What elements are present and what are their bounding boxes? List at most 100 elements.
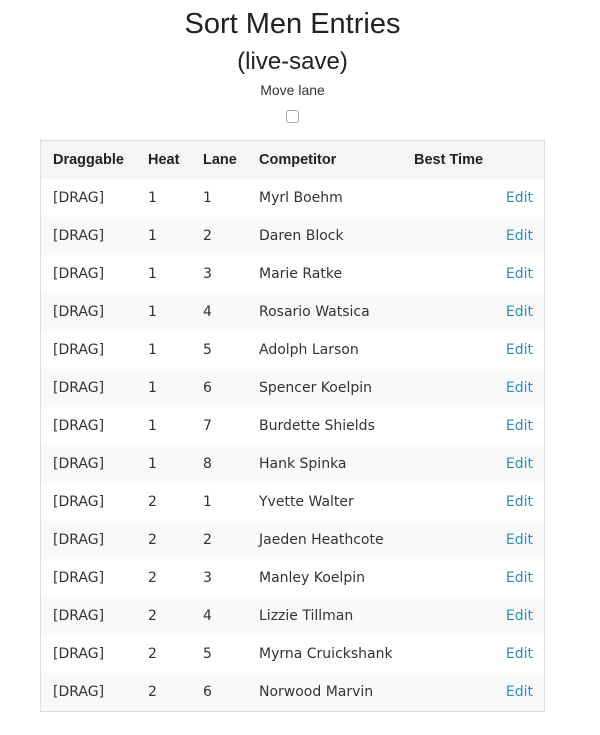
- heat-cell: 2: [148, 597, 203, 635]
- edit-link[interactable]: Edit: [497, 369, 545, 407]
- best-time-cell: [414, 179, 498, 217]
- competitor-cell: Adolph Larson: [259, 342, 359, 358]
- best-time-cell: [414, 255, 498, 293]
- competitor-cell: Norwood Marvin: [259, 673, 414, 712]
- heat-cell: 1: [148, 445, 203, 483]
- header-actions: [497, 140, 545, 179]
- competitor-cell: Myrna Cruickshank: [259, 646, 393, 662]
- competitor-cell: Lizzie Tillman: [259, 597, 414, 635]
- heat-cell: 1: [148, 190, 157, 206]
- drag-handle[interactable]: [DRAG]: [40, 521, 148, 559]
- page-title: Sort Men Entries: [184, 8, 401, 40]
- table-row[interactable]: [DRAG] 2 2 Jaeden Heathcote Edit: [40, 521, 545, 559]
- drag-handle[interactable]: [DRAG]: [40, 217, 148, 255]
- lane-cell: 1: [203, 494, 212, 510]
- best-time-cell: [414, 483, 498, 521]
- lane-cell: 3: [203, 570, 212, 586]
- heat-cell: 2: [148, 673, 203, 712]
- best-time-cell: [414, 445, 498, 483]
- competitor-cell: Hank Spinka: [259, 445, 414, 483]
- entries-table: Draggable Heat Lane Competitor Best Time…: [40, 140, 545, 712]
- edit-link[interactable]: Edit: [497, 597, 545, 635]
- header-lane: Lane: [203, 140, 259, 179]
- heat-cell: 1: [148, 266, 157, 282]
- table-row[interactable]: [DRAG] 1 5 Adolph Larson Edit: [41, 331, 545, 369]
- heat-cell: 2: [148, 646, 157, 662]
- header-draggable: Draggable: [40, 140, 148, 179]
- best-time-cell: [414, 407, 498, 445]
- drag-handle[interactable]: [DRAG]: [53, 646, 105, 662]
- edit-link[interactable]: Edit: [497, 521, 545, 559]
- move-lane-checkbox[interactable]: [286, 110, 299, 123]
- drag-handle[interactable]: [DRAG]: [53, 494, 105, 510]
- drag-handle[interactable]: [DRAG]: [40, 597, 148, 635]
- lane-cell: 8: [203, 445, 259, 483]
- drag-handle[interactable]: [DRAG]: [53, 570, 105, 586]
- edit-link[interactable]: Edit: [497, 673, 545, 712]
- lane-cell: 7: [203, 418, 212, 434]
- edit-link[interactable]: Edit: [505, 570, 533, 586]
- edit-link[interactable]: Edit: [505, 646, 533, 662]
- lane-cell: 5: [203, 646, 212, 662]
- table-row[interactable]: [DRAG] 2 1 Yvette Walter Edit: [41, 483, 545, 521]
- drag-handle[interactable]: [DRAG]: [53, 266, 105, 282]
- drag-handle[interactable]: [DRAG]: [53, 342, 105, 358]
- drag-handle[interactable]: [DRAG]: [40, 445, 148, 483]
- lane-cell: 2: [203, 521, 259, 559]
- table-row[interactable]: [DRAG] 1 7 Burdette Shields Edit: [41, 407, 545, 445]
- competitor-cell: Burdette Shields: [259, 418, 375, 434]
- competitor-cell: Rosario Watsica: [259, 293, 414, 331]
- competitor-cell: Spencer Koelpin: [259, 369, 414, 407]
- lane-cell: 4: [203, 597, 259, 635]
- edit-link[interactable]: Edit: [497, 217, 545, 255]
- table-row[interactable]: [DRAG] 1 2 Daren Block Edit: [40, 217, 545, 255]
- heat-cell: 1: [148, 293, 203, 331]
- best-time-cell: [414, 559, 498, 597]
- table-row[interactable]: [DRAG] 2 5 Myrna Cruickshank Edit: [41, 635, 545, 673]
- best-time-cell: [414, 369, 498, 407]
- competitor-cell: Jaeden Heathcote: [259, 521, 414, 559]
- table-row[interactable]: [DRAG] 2 6 Norwood Marvin Edit: [40, 673, 545, 712]
- drag-handle[interactable]: [DRAG]: [40, 369, 148, 407]
- best-time-cell: [414, 521, 498, 559]
- heat-cell: 2: [148, 494, 157, 510]
- edit-link[interactable]: Edit: [505, 266, 533, 282]
- best-time-cell: [414, 217, 498, 255]
- table-row[interactable]: [DRAG] 1 4 Rosario Watsica Edit: [40, 293, 545, 331]
- competitor-cell: Myrl Boehm: [259, 190, 343, 206]
- lane-cell: 1: [203, 190, 212, 206]
- drag-handle[interactable]: [DRAG]: [53, 190, 105, 206]
- heat-cell: 1: [148, 369, 203, 407]
- competitor-cell: Daren Block: [259, 217, 414, 255]
- best-time-cell: [414, 293, 498, 331]
- table-row[interactable]: [DRAG] 1 3 Marie Ratke Edit: [41, 255, 545, 293]
- heat-cell: 1: [148, 418, 157, 434]
- best-time-cell: [414, 673, 498, 712]
- lane-cell: 4: [203, 293, 259, 331]
- heat-cell: 2: [148, 570, 157, 586]
- drag-handle[interactable]: [DRAG]: [53, 418, 105, 434]
- lane-cell: 6: [203, 369, 259, 407]
- drag-handle[interactable]: [DRAG]: [40, 673, 148, 712]
- lane-cell: 5: [203, 342, 212, 358]
- table-row[interactable]: [DRAG] 1 1 Myrl Boehm Edit: [41, 179, 545, 217]
- table-row[interactable]: [DRAG] 1 8 Hank Spinka Edit: [40, 445, 545, 483]
- header-competitor: Competitor: [259, 140, 414, 179]
- competitor-cell: Marie Ratke: [259, 266, 343, 282]
- heat-cell: 1: [148, 217, 203, 255]
- edit-link[interactable]: Edit: [497, 293, 545, 331]
- lane-cell: 6: [203, 673, 259, 712]
- edit-link[interactable]: Edit: [505, 418, 533, 434]
- edit-link[interactable]: Edit: [505, 342, 533, 358]
- best-time-cell: [414, 635, 498, 673]
- table-row[interactable]: [DRAG] 2 3 Manley Koelpin Edit: [41, 559, 545, 597]
- competitor-cell: Manley Koelpin: [259, 570, 365, 586]
- drag-handle[interactable]: [DRAG]: [40, 293, 148, 331]
- edit-link[interactable]: Edit: [497, 445, 545, 483]
- edit-link[interactable]: Edit: [505, 190, 533, 206]
- heat-cell: 2: [148, 521, 203, 559]
- edit-link[interactable]: Edit: [505, 494, 533, 510]
- table-row[interactable]: [DRAG] 1 6 Spencer Koelpin Edit: [40, 369, 545, 407]
- table-row[interactable]: [DRAG] 2 4 Lizzie Tillman Edit: [40, 597, 545, 635]
- lane-cell: 2: [203, 217, 259, 255]
